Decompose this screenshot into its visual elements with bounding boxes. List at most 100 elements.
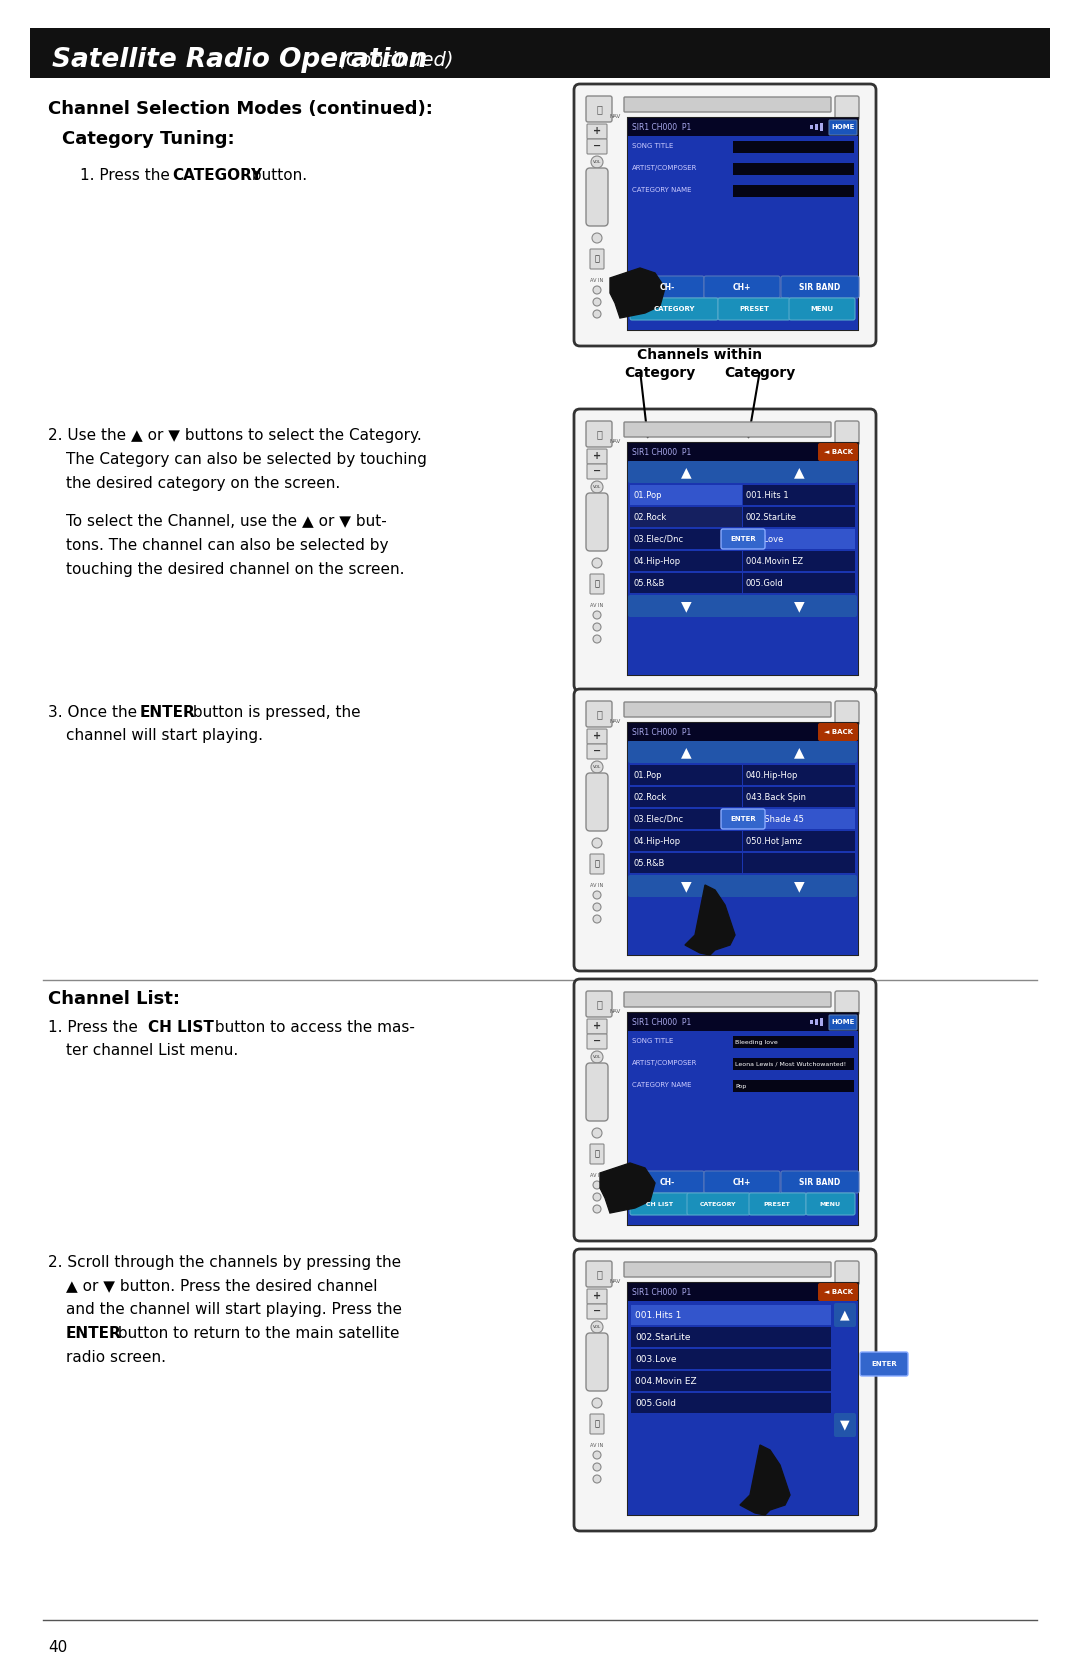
- Circle shape: [593, 623, 600, 631]
- Text: and the channel will start playing. Press the: and the channel will start playing. Pres…: [66, 1302, 402, 1317]
- FancyBboxPatch shape: [588, 464, 607, 479]
- Circle shape: [591, 1320, 603, 1334]
- FancyBboxPatch shape: [588, 744, 607, 759]
- Bar: [631, 1305, 831, 1325]
- Text: ␧: ␧: [594, 1150, 599, 1158]
- Text: 002.StarLite: 002.StarLite: [746, 512, 797, 521]
- Text: SONG TITLE: SONG TITLE: [632, 144, 673, 149]
- FancyBboxPatch shape: [741, 596, 858, 618]
- Text: CH LIST: CH LIST: [148, 1020, 214, 1035]
- Circle shape: [592, 557, 602, 567]
- Circle shape: [593, 285, 600, 294]
- Bar: [631, 1370, 831, 1390]
- Text: ◄ BACK: ◄ BACK: [824, 729, 853, 734]
- FancyBboxPatch shape: [781, 275, 859, 299]
- Bar: [627, 461, 858, 674]
- Circle shape: [593, 1205, 600, 1213]
- Circle shape: [593, 1450, 600, 1459]
- Bar: [810, 125, 813, 129]
- Text: 1. Press the: 1. Press the: [80, 169, 175, 184]
- Bar: [627, 118, 858, 135]
- FancyBboxPatch shape: [586, 701, 612, 728]
- Text: 05.R&B: 05.R&B: [633, 858, 664, 868]
- Text: Pop: Pop: [735, 1083, 746, 1088]
- Text: ◄ BACK: ◄ BACK: [824, 1288, 853, 1295]
- FancyBboxPatch shape: [590, 1143, 604, 1163]
- Text: 02.Rock: 02.Rock: [633, 793, 666, 801]
- FancyBboxPatch shape: [573, 409, 876, 691]
- FancyBboxPatch shape: [630, 299, 718, 320]
- Text: ▲: ▲: [794, 744, 805, 759]
- Text: To select the Channel, use the ▲ or ▼ but-: To select the Channel, use the ▲ or ▼ bu…: [66, 514, 387, 529]
- Text: The Category can also be selected by touching: The Category can also be selected by tou…: [66, 452, 427, 467]
- Bar: [630, 551, 742, 571]
- Text: ⏻: ⏻: [596, 429, 602, 439]
- Bar: [627, 135, 858, 330]
- Text: CH LIST: CH LIST: [646, 1202, 673, 1207]
- Bar: [733, 1036, 854, 1048]
- Circle shape: [591, 481, 603, 492]
- Bar: [630, 809, 742, 829]
- Polygon shape: [740, 1445, 789, 1515]
- Text: −: −: [593, 466, 602, 476]
- Bar: [627, 118, 858, 330]
- FancyBboxPatch shape: [624, 97, 831, 112]
- Circle shape: [593, 1475, 600, 1484]
- FancyBboxPatch shape: [630, 1172, 704, 1193]
- FancyBboxPatch shape: [590, 855, 604, 875]
- Text: (Continued): (Continued): [332, 50, 454, 70]
- FancyBboxPatch shape: [586, 97, 612, 122]
- Bar: [627, 723, 858, 955]
- Text: ENTER: ENTER: [872, 1360, 896, 1367]
- Text: Channel List:: Channel List:: [48, 990, 180, 1008]
- FancyBboxPatch shape: [818, 442, 858, 461]
- Bar: [630, 764, 742, 784]
- Bar: [627, 1302, 858, 1515]
- Text: 005.Gold: 005.Gold: [746, 579, 784, 587]
- Circle shape: [593, 903, 600, 911]
- Bar: [630, 486, 742, 506]
- Text: 03.Elec/Dnc: 03.Elec/Dnc: [633, 534, 684, 544]
- FancyBboxPatch shape: [573, 980, 876, 1242]
- Polygon shape: [685, 885, 735, 955]
- Text: ter channel List menu.: ter channel List menu.: [66, 1043, 239, 1058]
- Circle shape: [592, 838, 602, 848]
- Bar: [815, 124, 818, 130]
- FancyBboxPatch shape: [789, 299, 855, 320]
- Bar: [630, 529, 742, 549]
- Text: ▼: ▼: [680, 599, 691, 613]
- Bar: [631, 1327, 831, 1347]
- FancyBboxPatch shape: [835, 97, 859, 120]
- Text: CH-: CH-: [660, 282, 675, 292]
- Text: +: +: [593, 125, 602, 135]
- Text: Channel Selection Modes (continued):: Channel Selection Modes (continued):: [48, 100, 433, 118]
- Circle shape: [593, 611, 600, 619]
- FancyBboxPatch shape: [588, 729, 607, 744]
- Text: 004.Movin EZ: 004.Movin EZ: [635, 1377, 697, 1385]
- Text: Leona Lewis / Most Wutchowanted!: Leona Lewis / Most Wutchowanted!: [735, 1061, 847, 1066]
- FancyBboxPatch shape: [704, 275, 780, 299]
- FancyBboxPatch shape: [835, 1262, 859, 1285]
- FancyBboxPatch shape: [627, 461, 744, 482]
- Text: Category: Category: [624, 366, 696, 381]
- Text: button to access the mas-: button to access the mas-: [210, 1020, 415, 1035]
- FancyBboxPatch shape: [687, 1193, 750, 1215]
- Circle shape: [593, 1464, 600, 1470]
- FancyBboxPatch shape: [573, 83, 876, 345]
- Bar: [627, 1013, 858, 1225]
- Text: ▼: ▼: [794, 880, 805, 893]
- FancyBboxPatch shape: [818, 1283, 858, 1302]
- Bar: [820, 1018, 823, 1026]
- Bar: [815, 1020, 818, 1025]
- Text: 02.Rock: 02.Rock: [633, 512, 666, 521]
- Text: ▲: ▲: [680, 466, 691, 479]
- FancyBboxPatch shape: [806, 1193, 855, 1215]
- Text: SIR1 CH000  P1: SIR1 CH000 P1: [632, 122, 691, 132]
- Text: +: +: [593, 1021, 602, 1031]
- Text: NAV: NAV: [609, 113, 621, 118]
- Text: Category Tuning:: Category Tuning:: [62, 130, 234, 149]
- Text: ENTER: ENTER: [730, 536, 756, 542]
- Bar: [743, 831, 855, 851]
- Bar: [743, 788, 855, 808]
- Circle shape: [592, 234, 602, 244]
